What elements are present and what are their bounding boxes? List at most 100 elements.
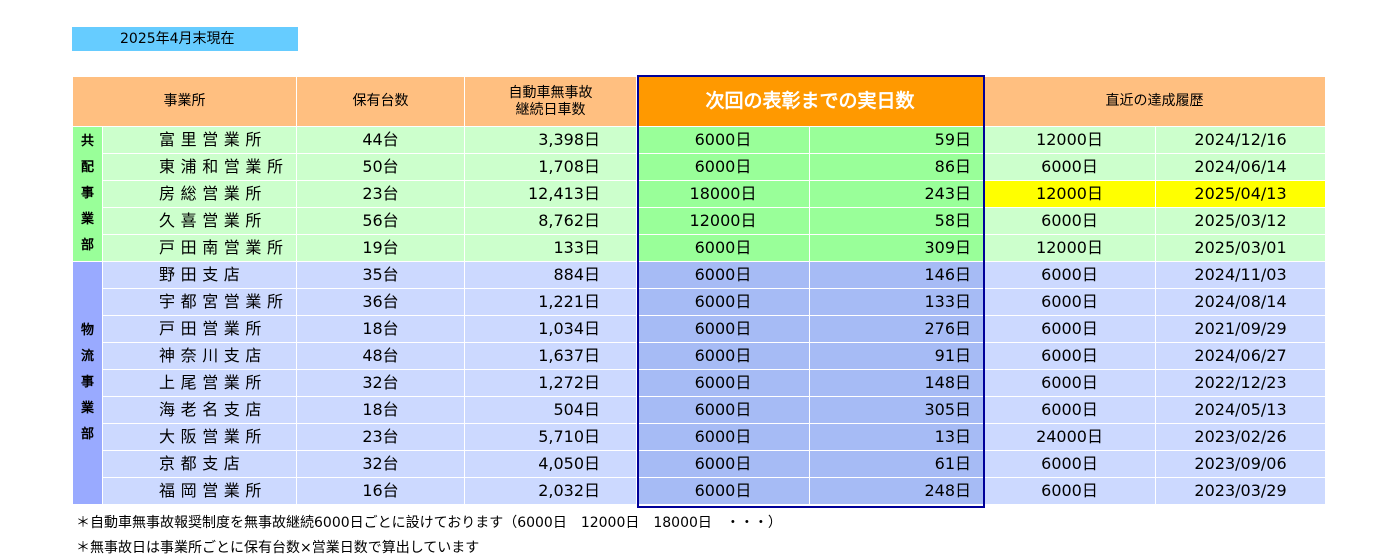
vehicle-count: 19台 [296, 234, 465, 262]
table-row: 戸田営業所 18台 1,034日 6000日 276日 6000日 2021/09/29 [73, 315, 1327, 343]
office-name: 戸田営業所 [102, 315, 297, 343]
office-name: 富里営業所 [102, 126, 297, 154]
accident-free-days: 133日 [464, 234, 637, 262]
division-label: 物流事業部 [72, 261, 103, 505]
recent-achievement-target: 6000日 [983, 477, 1157, 505]
recent-achievement-date: 2021/09/29 [1155, 315, 1327, 343]
accident-free-days: 504日 [464, 396, 637, 424]
table-row: 上尾営業所 32台 1,272日 6000日 148日 6000日 2022/12/23 [73, 369, 1327, 397]
table-row: 海老名支店 18台 504日 6000日 305日 6000日 2024/05/13 [73, 396, 1327, 424]
recent-achievement-target: 6000日 [983, 315, 1157, 343]
recent-achievement-date: 2024/05/13 [1155, 396, 1327, 424]
next-award-target: 6000日 [636, 450, 810, 478]
next-award-target: 12000日 [636, 207, 810, 235]
accident-free-days: 1,272日 [464, 369, 637, 397]
division-label: 共配事業部 [72, 126, 103, 262]
recent-achievement-target: 12000日 [983, 234, 1157, 262]
table-row: 福岡営業所 16台 2,032日 6000日 248日 6000日 2023/03/29 [73, 477, 1327, 505]
recent-achievement-date: 2024/06/27 [1155, 342, 1327, 370]
as-of-date-badge: 2025年4月末現在 [72, 27, 298, 51]
header-recent-history: 直近の達成履歴 [983, 76, 1327, 127]
accident-free-days: 4,050日 [464, 450, 637, 478]
next-award-target: 18000日 [636, 180, 810, 208]
header-office: 事業所 [72, 76, 297, 127]
table-row: 大阪営業所 23台 5,710日 6000日 13日 24000日 2023/02/26 [73, 423, 1327, 451]
recent-achievement-date: 2023/09/06 [1155, 450, 1327, 478]
remaining-days: 148日 [808, 369, 985, 397]
office-name: 上尾営業所 [102, 369, 297, 397]
header-next-award: 次回の表彰までの実日数 [635, 76, 985, 127]
recent-achievement-date: 2023/03/29 [1155, 477, 1327, 505]
remaining-days: 13日 [808, 423, 985, 451]
vehicle-count: 50台 [296, 153, 465, 181]
office-name: 久喜営業所 [102, 207, 297, 235]
next-award-target: 6000日 [636, 369, 810, 397]
recent-achievement-target: 6000日 [983, 288, 1157, 316]
remaining-days: 61日 [808, 450, 985, 478]
recent-achievement-target: 6000日 [983, 261, 1157, 289]
recent-achievement-date: 2025/04/13 [1155, 180, 1327, 208]
next-award-target: 6000日 [636, 126, 810, 154]
table-row: 東浦和営業所 50台 1,708日 6000日 86日 6000日 2024/06/14 [73, 153, 1327, 181]
office-name: 房総営業所 [102, 180, 297, 208]
recent-achievement-date: 2024/12/16 [1155, 126, 1327, 154]
table-row: 宇都宮営業所 36台 1,221日 6000日 133日 6000日 2024/08/14 [73, 288, 1327, 316]
remaining-days: 248日 [808, 477, 985, 505]
table-header-row: 事業所 保有台数 自動車無事故 継続日車数 次回の表彰までの実日数 直近の達成履… [72, 76, 1327, 127]
next-award-target: 6000日 [636, 261, 810, 289]
recent-achievement-date: 2023/02/26 [1155, 423, 1327, 451]
office-name: 大阪営業所 [102, 423, 297, 451]
next-award-target: 6000日 [636, 396, 810, 424]
office-name: 宇都宮営業所 [102, 288, 297, 316]
vehicle-count: 56台 [296, 207, 465, 235]
recent-achievement-target: 24000日 [983, 423, 1157, 451]
recent-achievement-date: 2024/08/14 [1155, 288, 1327, 316]
vehicle-count: 18台 [296, 315, 465, 343]
header-accident-free-days: 自動車無事故 継続日車数 [464, 76, 637, 127]
accident-free-days: 8,762日 [464, 207, 637, 235]
vehicle-count: 23台 [296, 423, 465, 451]
vehicle-count: 18台 [296, 396, 465, 424]
office-name: 神奈川支店 [102, 342, 297, 370]
table-row: 神奈川支店 48台 1,637日 6000日 91日 6000日 2024/06/27 [73, 342, 1327, 370]
recent-achievement-target: 6000日 [983, 153, 1157, 181]
remaining-days: 309日 [808, 234, 985, 262]
remaining-days: 58日 [808, 207, 985, 235]
vehicle-count: 23台 [296, 180, 465, 208]
safety-record-table: 事業所 保有台数 自動車無事故 継続日車数 次回の表彰までの実日数 直近の達成履… [72, 76, 1327, 505]
remaining-days: 305日 [808, 396, 985, 424]
recent-achievement-target: 6000日 [983, 369, 1157, 397]
recent-achievement-date: 2024/11/03 [1155, 261, 1327, 289]
recent-achievement-target: 12000日 [983, 180, 1157, 208]
table-row: 物流事業部野田支店 35台 884日 6000日 146日 6000日 2024/11/03 [72, 261, 1327, 505]
vehicle-count: 16台 [296, 477, 465, 505]
next-award-target: 6000日 [636, 342, 810, 370]
next-award-target: 6000日 [636, 423, 810, 451]
remaining-days: 86日 [808, 153, 985, 181]
recent-achievement-target: 6000日 [983, 450, 1157, 478]
remaining-days: 276日 [808, 315, 985, 343]
office-name: 野田支店 [102, 261, 297, 289]
office-name: 戸田南営業所 [102, 234, 297, 262]
next-award-target: 6000日 [636, 153, 810, 181]
table-row: 京都支店 32台 4,050日 6000日 61日 6000日 2023/09/06 [73, 450, 1327, 478]
remaining-days: 59日 [808, 126, 985, 154]
office-name: 東浦和営業所 [102, 153, 297, 181]
footnote-award-system: ＊自動車無事故報奨制度を無事故継続6000日ごとに設けております（6000日 1… [76, 515, 782, 531]
accident-free-days: 884日 [464, 261, 637, 289]
recent-achievement-date: 2025/03/12 [1155, 207, 1327, 235]
office-name: 海老名支店 [102, 396, 297, 424]
recent-achievement-target: 6000日 [983, 342, 1157, 370]
header-days-line1: 自動車無事故 [508, 84, 593, 101]
vehicle-count: 44台 [296, 126, 465, 154]
recent-achievement-target: 6000日 [983, 396, 1157, 424]
header-days-line2: 継続日車数 [515, 101, 586, 118]
table-body: 共配事業部富里営業所 44台 3,398日 6000日 59日 12000日 2024/12… [72, 126, 1327, 505]
vehicle-count: 36台 [296, 288, 465, 316]
footnote-calculation: ＊無事故日は事業所ごとに保有台数×営業日数で算出しています [76, 540, 480, 556]
accident-free-days: 1,034日 [464, 315, 637, 343]
next-award-target: 6000日 [636, 477, 810, 505]
recent-achievement-target: 6000日 [983, 207, 1157, 235]
header-vehicles: 保有台数 [296, 76, 465, 127]
next-award-target: 6000日 [636, 315, 810, 343]
